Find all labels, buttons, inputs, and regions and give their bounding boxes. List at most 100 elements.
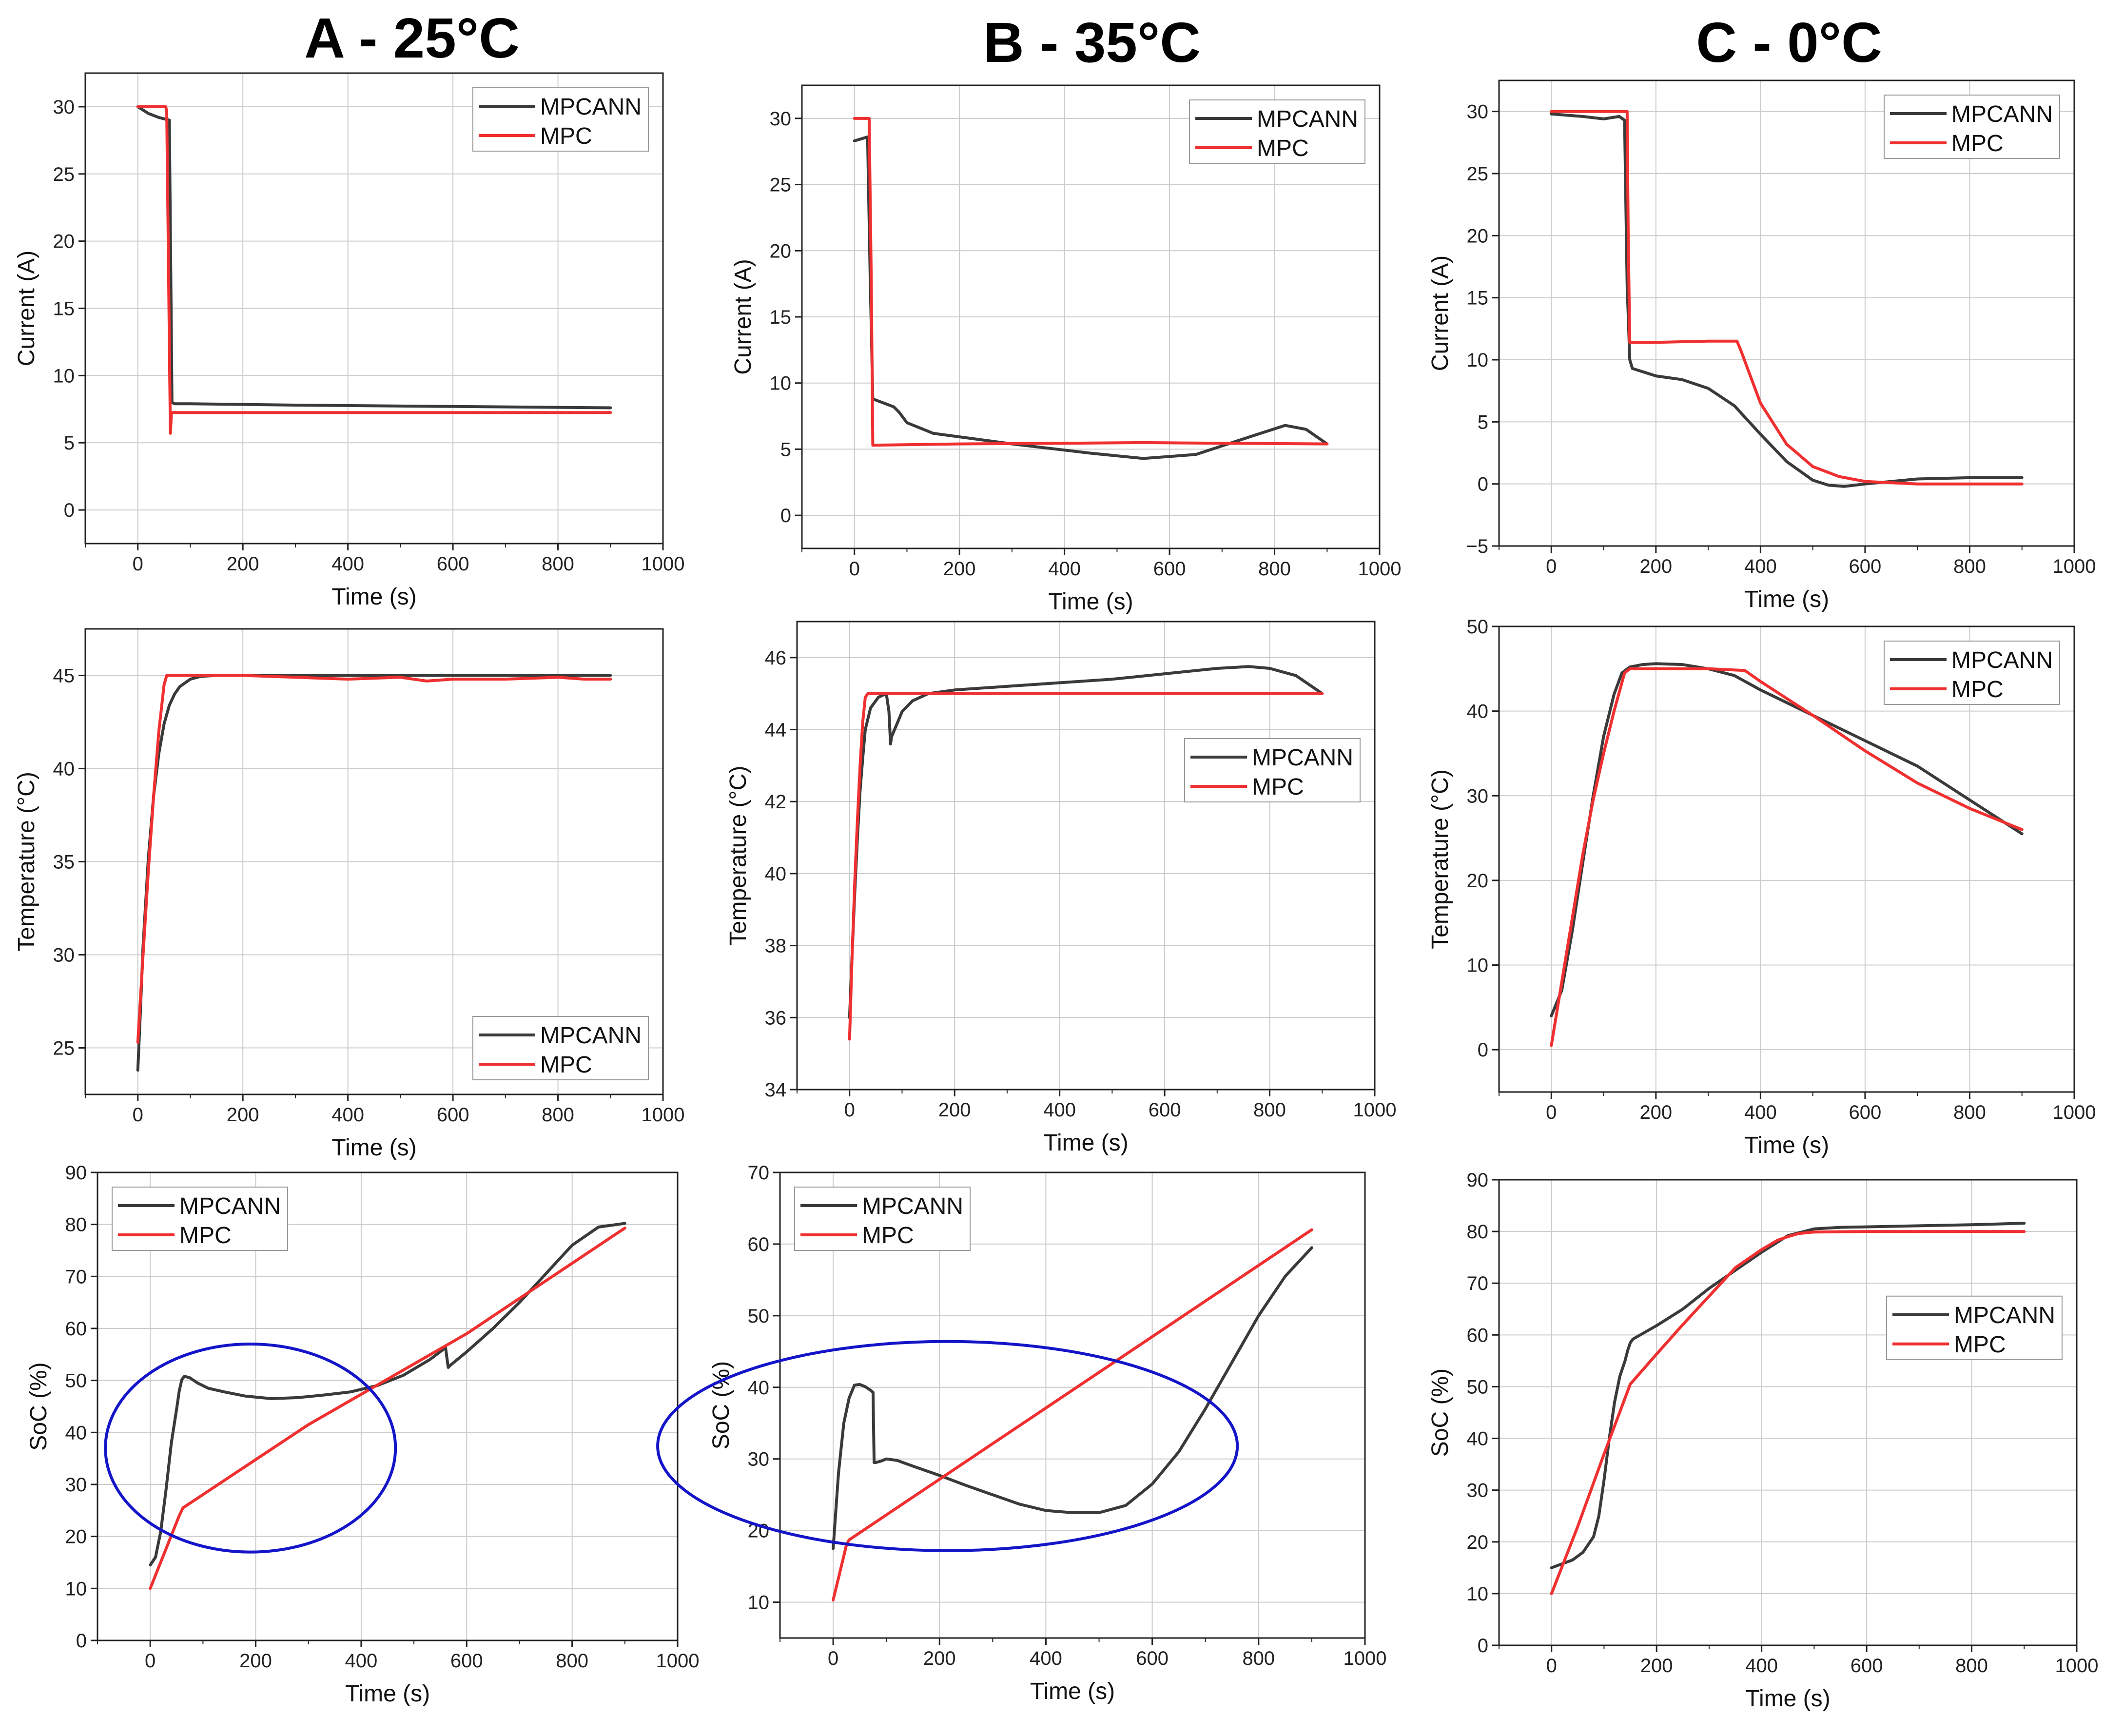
x-tick-label: 0	[849, 558, 860, 580]
x-tick-label: 400	[1745, 1655, 1778, 1677]
legend-box	[1884, 95, 2060, 159]
x-tick-label: 600	[1136, 1648, 1169, 1669]
x-tick-label: 200	[1639, 556, 1672, 577]
legend-label-mpc: MPC	[1951, 677, 2004, 702]
series-line-mpcann	[832, 1246, 1313, 1550]
plot-frame	[796, 621, 1376, 1091]
x-tick-label: 0	[133, 553, 143, 575]
x-tick-label: 600	[1849, 556, 1882, 577]
x-tick-label: 400	[345, 1650, 378, 1672]
x-tick-label: 800	[1953, 556, 1986, 577]
x-tick-label: 600	[1849, 1102, 1882, 1123]
chart-A-temperature: 0 200 400 600 800 1000 25 30 35 40 45 Time (s) Tempe…	[14, 628, 684, 1161]
x-axis-label: Time (s)	[345, 1681, 430, 1707]
plot-frame	[1498, 79, 2075, 547]
y-tick-label: 0	[1478, 1039, 1488, 1061]
column-title-a: A - 25°C	[304, 6, 520, 70]
series-line-mpcann	[149, 1222, 626, 1567]
legend-label-mpcann: MPCANN	[1257, 106, 1358, 132]
y-tick-label: 30	[65, 1474, 87, 1496]
y-tick-label: 10	[1467, 955, 1489, 976]
x-tick-label: 1000	[2053, 556, 2096, 577]
y-tick-label: 70	[65, 1266, 87, 1287]
x-tick-label: 1000	[2055, 1655, 2099, 1677]
series-line-mpc	[1550, 667, 2024, 1047]
y-tick-label: 36	[765, 1007, 787, 1029]
y-tick-label: 0	[1478, 474, 1488, 495]
x-tick-label: 200	[227, 553, 259, 575]
y-tick-label: 40	[65, 1422, 87, 1443]
x-tick-label: 0	[1546, 1102, 1557, 1123]
legend-label-mpcann: MPCANN	[1252, 745, 1353, 771]
highlight-ellipse	[104, 1343, 397, 1554]
y-tick-label: 15	[1467, 288, 1489, 309]
x-tick-label: 200	[1640, 1655, 1673, 1677]
chart-C-current: 0 200 400 600 800 1000 −5 0 5 10 15 20 25 30 Time (s) C…	[1427, 79, 2096, 612]
y-tick-label: 30	[1467, 785, 1489, 807]
x-tick-label: 200	[239, 1650, 272, 1672]
series-line-mpc	[149, 1227, 626, 1590]
x-axis-label: Time (s)	[1030, 1678, 1115, 1704]
legend-box	[1184, 738, 1361, 802]
y-tick-label: 10	[1467, 350, 1489, 371]
y-tick-label: 10	[770, 373, 792, 394]
series-line-mpcann	[1550, 1222, 2026, 1569]
x-tick-label: 800	[1242, 1648, 1275, 1669]
x-tick-label: 800	[1253, 1099, 1286, 1121]
highlight-ellipse	[656, 1340, 1239, 1552]
legend-label-mpc: MPC	[1252, 774, 1304, 800]
y-tick-label: 30	[1467, 101, 1489, 123]
y-tick-label: 30	[53, 97, 75, 118]
x-axis-label: Time (s)	[1744, 586, 1829, 612]
y-tick-label: 34	[765, 1079, 787, 1101]
y-axis-label: SoC (%)	[1427, 1368, 1453, 1457]
x-axis-label: Time (s)	[331, 1135, 416, 1161]
legend-box	[1884, 641, 2060, 705]
legend: MPCANN MPC	[472, 87, 649, 152]
legend-label-mpcann: MPCANN	[1951, 101, 2053, 127]
legend-label-mpcann: MPCANN	[862, 1193, 963, 1219]
y-axis-label: SoC (%)	[26, 1362, 52, 1450]
y-tick-label: 50	[748, 1306, 770, 1327]
legend-box	[794, 1187, 971, 1251]
chart-B-temperature: 0 200 400 600 800 1000 34 36 38 40 42 44 46 Time (s) T…	[725, 621, 1396, 1156]
x-tick-label: 0	[1546, 1655, 1557, 1677]
plot-frame	[779, 1171, 1366, 1639]
y-tick-label: 25	[53, 1038, 75, 1059]
y-tick-label: 15	[53, 298, 75, 320]
y-tick-label: 20	[1467, 1532, 1489, 1553]
x-axis-label: Time (s)	[1744, 1132, 1829, 1158]
y-tick-label: 20	[53, 231, 75, 253]
y-tick-label: 40	[1467, 701, 1489, 722]
series-line-mpc	[136, 105, 612, 435]
legend: MPCANN MPC	[1884, 641, 2060, 705]
y-axis-label: Temperature (°C)	[1427, 769, 1453, 949]
y-tick-label: 70	[748, 1162, 770, 1184]
x-tick-label: 400	[1043, 1099, 1076, 1121]
x-tick-label: 1000	[2053, 1102, 2096, 1123]
legend-label-mpc: MPC	[862, 1223, 914, 1248]
legend-box	[1189, 99, 1365, 164]
y-tick-label: 42	[765, 791, 787, 813]
series-line-mpc	[832, 1228, 1313, 1602]
series-line-mpc	[136, 674, 612, 1044]
y-tick-label: 25	[770, 175, 792, 196]
chart-A-current: 0 200 400 600 800 1000 0 5 10 15 20 25 30 Time (s) Cur…	[14, 72, 684, 610]
x-tick-label: 200	[938, 1099, 971, 1121]
y-tick-label: −5	[1466, 536, 1488, 557]
y-tick-label: 60	[1467, 1325, 1489, 1346]
y-tick-label: 60	[65, 1318, 87, 1340]
x-tick-label: 200	[943, 558, 976, 580]
y-tick-label: 40	[748, 1377, 770, 1399]
y-tick-label: 0	[780, 505, 791, 527]
y-tick-label: 46	[765, 647, 787, 669]
legend-box	[112, 1187, 288, 1251]
y-tick-label: 40	[53, 759, 75, 780]
y-tick-label: 25	[1467, 163, 1489, 185]
legend-label-mpcann: MPCANN	[1954, 1303, 2055, 1328]
column-title-c: C - 0°C	[1696, 11, 1882, 74]
y-tick-label: 10	[53, 365, 75, 387]
y-axis-label: Current (A)	[1427, 255, 1453, 371]
legend-label-mpcann: MPCANN	[1951, 647, 2053, 673]
